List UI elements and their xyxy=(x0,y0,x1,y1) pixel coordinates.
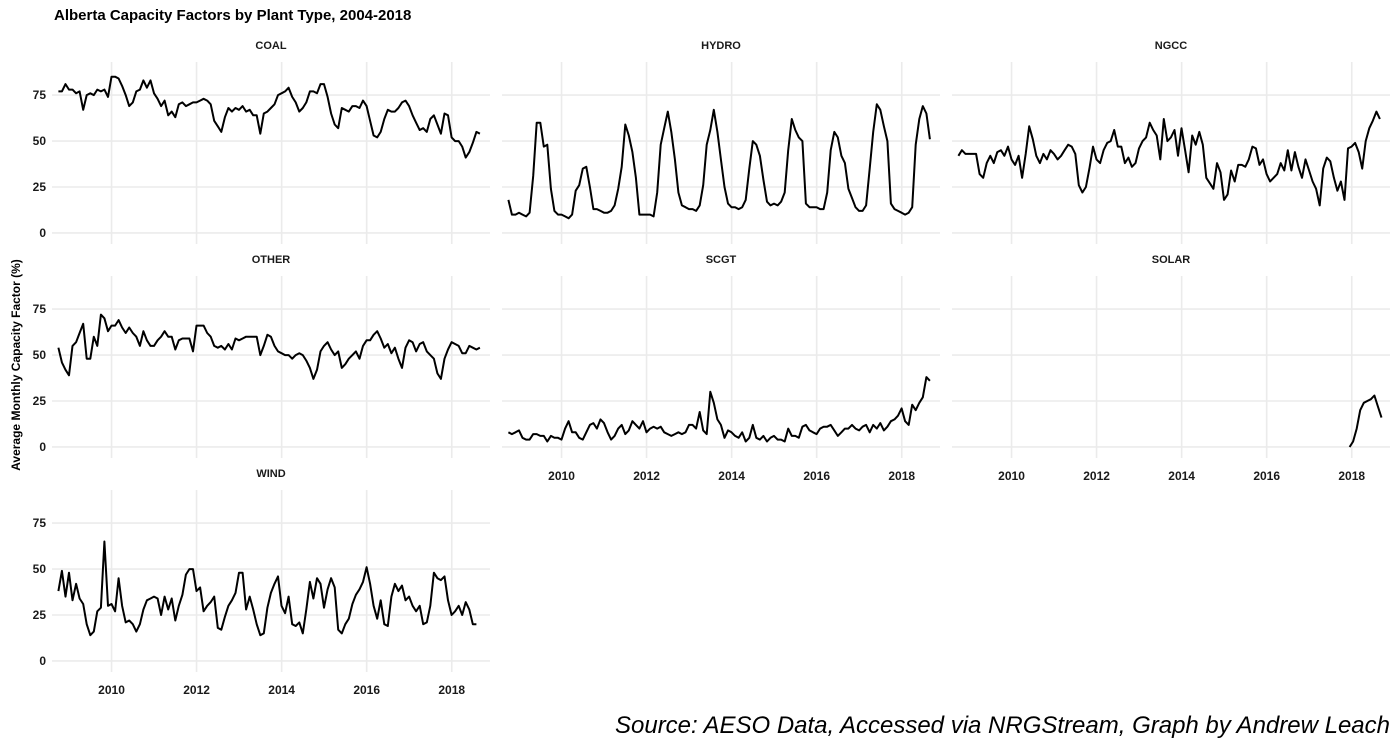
chart-title: Alberta Capacity Factors by Plant Type, … xyxy=(54,7,412,24)
y-tick-label: 75 xyxy=(33,88,47,102)
x-tick-label: 2010 xyxy=(548,469,575,483)
y-tick-label: 0 xyxy=(39,226,46,240)
y-tick-label: 75 xyxy=(33,516,47,530)
x-tick-label: 2012 xyxy=(633,469,660,483)
source-caption: Source: AESO Data, Accessed via NRGStrea… xyxy=(614,712,1390,739)
series-line-other xyxy=(57,313,481,380)
y-tick-label: 25 xyxy=(33,180,47,194)
x-tick-label: 2012 xyxy=(1083,469,1110,483)
panel-strip-solar: SOLAR xyxy=(1152,254,1191,266)
series-line-hydro xyxy=(507,103,931,220)
x-tick-label: 2016 xyxy=(353,683,380,697)
panel-strip-scgt: SCGT xyxy=(706,254,737,266)
series-line-scgt xyxy=(507,376,931,443)
x-tick-label: 2018 xyxy=(438,683,465,697)
x-tick-label: 2016 xyxy=(803,469,830,483)
x-tick-label: 2014 xyxy=(718,469,745,483)
series-line-solar xyxy=(1348,394,1383,448)
panel-strip-hydro: HYDRO xyxy=(701,40,741,52)
y-tick-label: 0 xyxy=(39,654,46,668)
x-tick-label: 2010 xyxy=(998,469,1025,483)
series-line-wind xyxy=(57,540,477,637)
panel-strip-wind: WIND xyxy=(256,468,285,480)
y-tick-label: 0 xyxy=(39,440,46,454)
y-tick-label: 50 xyxy=(33,134,47,148)
panel-strip-coal: COAL xyxy=(255,40,286,52)
y-tick-label: 25 xyxy=(33,608,47,622)
panel-strip-other: OTHER xyxy=(252,254,291,266)
x-tick-label: 2010 xyxy=(98,683,125,697)
series-line-coal xyxy=(58,75,481,159)
y-tick-label: 50 xyxy=(33,562,47,576)
y-tick-label: 25 xyxy=(33,394,47,408)
panel-strip-ngcc: NGCC xyxy=(1155,40,1187,52)
x-tick-label: 2016 xyxy=(1253,469,1280,483)
facet-chart: COAL 0 25 50 75 HYDRO NGCC OTHER 0 25 50 75 SCGT 2010… xyxy=(33,40,1390,697)
x-tick-label: 2018 xyxy=(1338,469,1365,483)
y-tick-label: 75 xyxy=(33,302,47,316)
series-line-ngcc xyxy=(957,110,1381,207)
x-tick-label: 2018 xyxy=(888,469,915,483)
y-tick-label: 50 xyxy=(33,348,47,362)
x-tick-label: 2014 xyxy=(1168,469,1195,483)
x-tick-label: 2014 xyxy=(268,683,295,697)
x-tick-label: 2012 xyxy=(183,683,210,697)
